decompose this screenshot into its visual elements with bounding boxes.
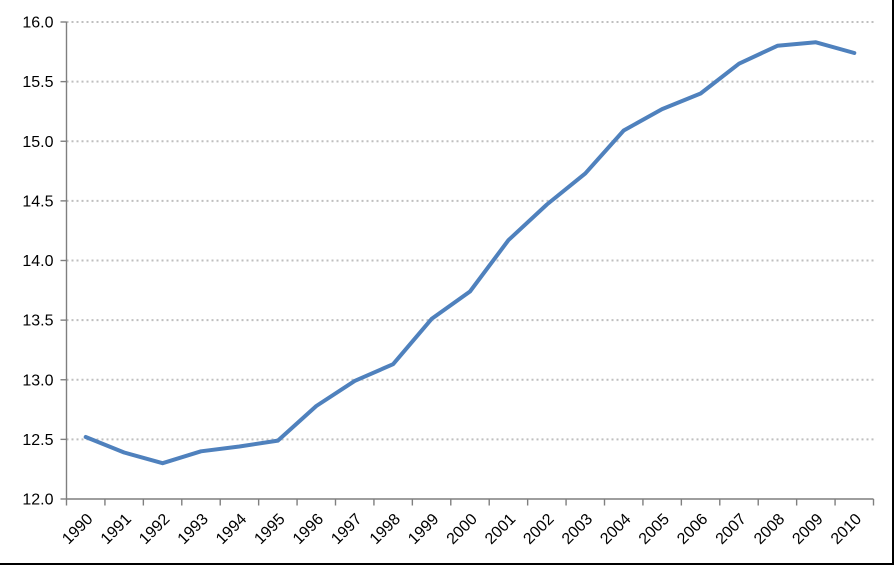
data-series-line bbox=[83, 40, 857, 466]
x-tick-label: 1991 bbox=[98, 511, 135, 548]
x-tick-label: 1994 bbox=[213, 511, 250, 548]
x-tick-label: 2007 bbox=[713, 511, 750, 548]
y-tick-label: 13.5 bbox=[22, 313, 53, 330]
x-tick-label: 1997 bbox=[328, 511, 365, 548]
x-tick-label: 1990 bbox=[59, 511, 96, 548]
x-tick-label: 2004 bbox=[597, 511, 634, 548]
y-tick-label: 13.0 bbox=[22, 372, 53, 389]
x-tick-label: 2001 bbox=[482, 511, 519, 548]
y-tick-label: 12.5 bbox=[22, 432, 53, 449]
x-tick-label: 1992 bbox=[136, 511, 173, 548]
x-tick-label: 1993 bbox=[175, 511, 212, 548]
x-tick-label: 2002 bbox=[520, 511, 557, 548]
y-tick-label: 14.5 bbox=[22, 193, 53, 210]
y-tick-label: 14.0 bbox=[22, 253, 53, 270]
x-tick-label: 2006 bbox=[674, 511, 711, 548]
x-tick-label: 2010 bbox=[828, 511, 865, 548]
y-tick-label: 12.0 bbox=[22, 492, 53, 509]
x-tick-label: 2005 bbox=[636, 511, 673, 548]
x-tick-label: 1995 bbox=[251, 511, 288, 548]
y-tick-label: 16.0 bbox=[22, 15, 53, 32]
x-tick-label: 2003 bbox=[559, 511, 596, 548]
y-tick-label: 15.5 bbox=[22, 74, 53, 91]
x-tick-label: 1996 bbox=[290, 511, 327, 548]
x-tick-label: 1998 bbox=[367, 511, 404, 548]
x-tick-label: 2009 bbox=[789, 511, 826, 548]
x-tick-label: 2008 bbox=[751, 511, 788, 548]
x-tick-label: 2000 bbox=[444, 511, 481, 548]
x-tick-label: 1999 bbox=[405, 511, 442, 548]
y-tick-label: 15.0 bbox=[22, 134, 53, 151]
